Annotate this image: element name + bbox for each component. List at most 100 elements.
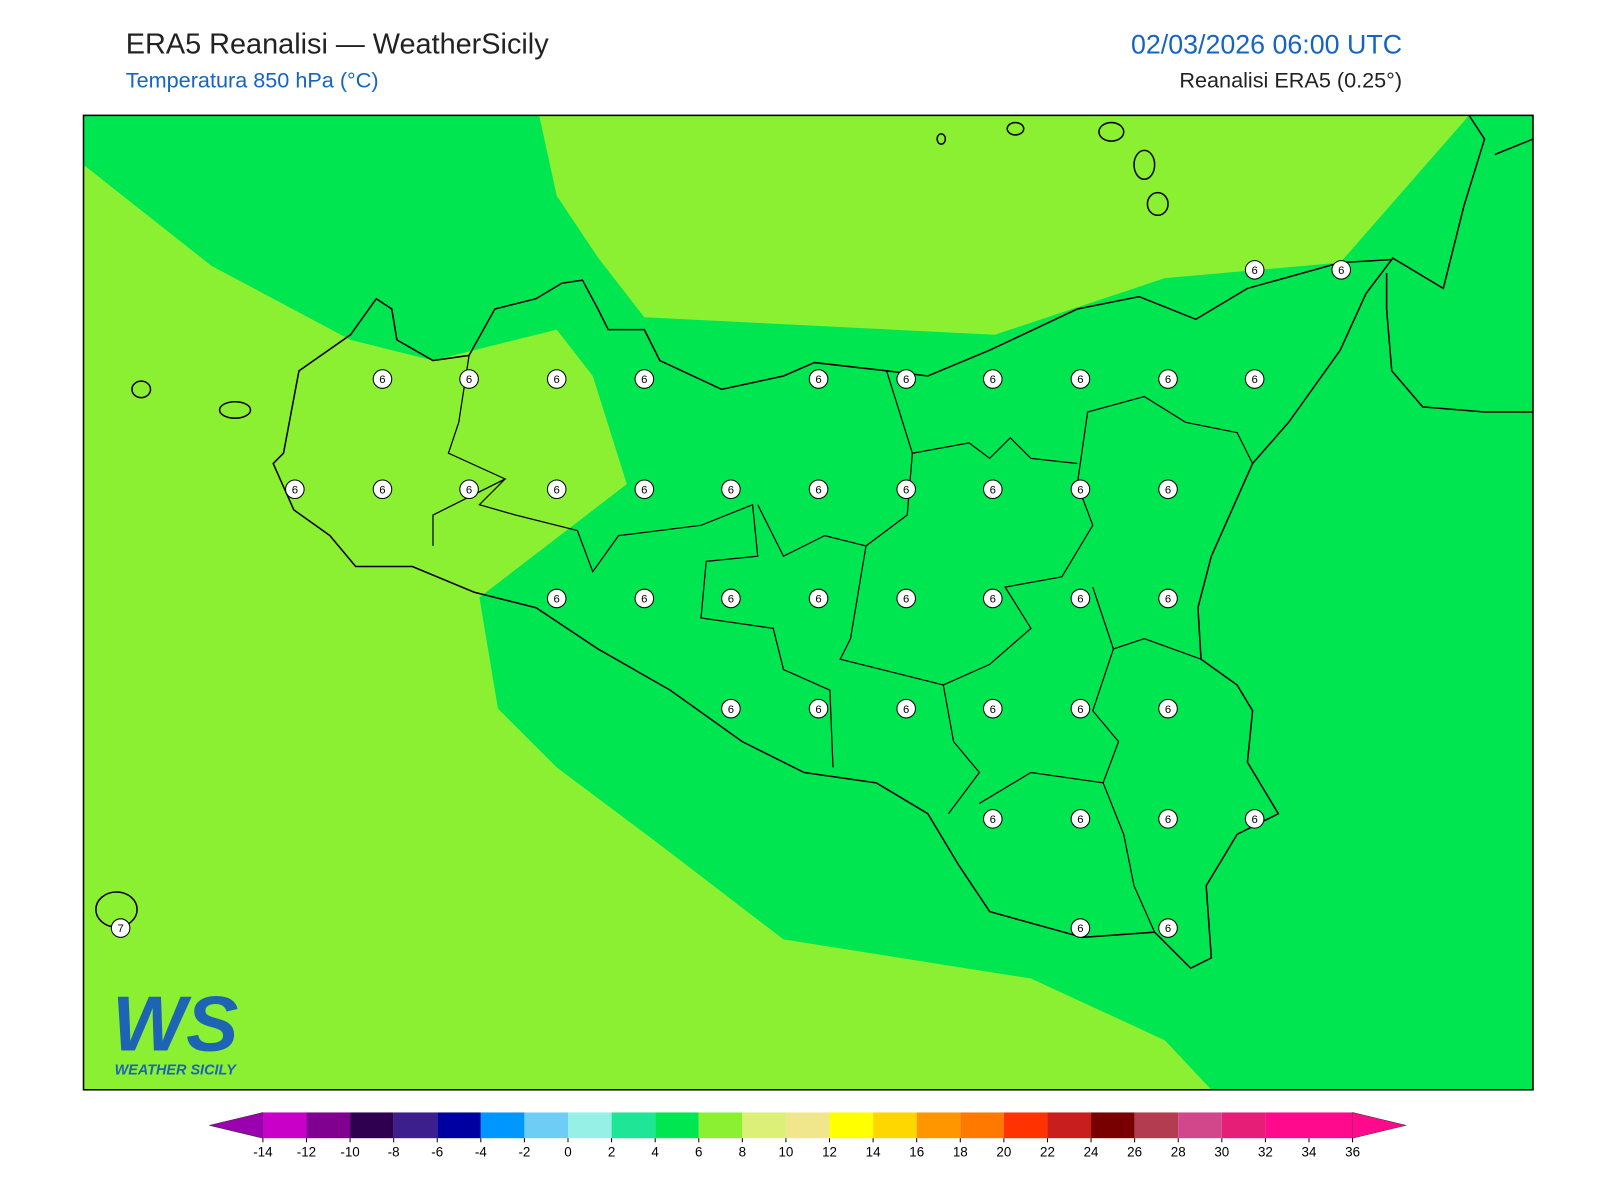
- station-marker: [1331, 260, 1352, 280]
- colorbar-bin: [1221, 1112, 1266, 1139]
- station-marker: [896, 588, 916, 609]
- colorbar-bin: [960, 1112, 1004, 1139]
- station-marker: [1070, 369, 1091, 389]
- station-marker: [1158, 369, 1178, 389]
- colorbar-bin: [306, 1112, 351, 1139]
- station-value: 6: [990, 374, 996, 386]
- colorbar-bin: [1178, 1112, 1222, 1139]
- station-marker: [546, 588, 567, 609]
- station-value: 6: [1077, 594, 1083, 606]
- station-marker: [1158, 809, 1178, 829]
- station-value: 6: [815, 704, 821, 716]
- station-value: 6: [815, 484, 821, 496]
- field-dark: [83, 115, 1533, 1090]
- station-marker: [459, 479, 479, 500]
- colorbar-bin: [1003, 1112, 1048, 1139]
- colorbar-bin: [916, 1112, 961, 1139]
- colorbar-bin: [655, 1112, 699, 1139]
- station-marker: [982, 588, 1003, 609]
- station-value: 6: [815, 374, 821, 386]
- colorbar-tick-label: 4: [651, 1145, 659, 1160]
- colorbar-tick-label: -2: [518, 1145, 530, 1160]
- colorbar: -14 -12 -10 -8 -6 -4 -2 0 2 4 6 8 10 12 14 16 18 20 22 24 26…: [209, 1112, 1407, 1160]
- colorbar-tick-label: 6: [695, 1145, 702, 1160]
- title: ERA5 Reanalisi — WeatherSicily: [126, 29, 549, 61]
- colorbar-bin: [829, 1112, 874, 1139]
- station-marker: [1244, 260, 1265, 280]
- station-marker: [896, 369, 916, 389]
- colorbar-tick-label: 8: [739, 1145, 746, 1160]
- station-marker: [982, 479, 1003, 500]
- station-value: 6: [466, 484, 472, 496]
- island: [1133, 149, 1156, 180]
- station-value: 6: [554, 594, 560, 606]
- colorbar-tick-label: 30: [1214, 1145, 1229, 1160]
- colorbar-tick-label: 12: [822, 1145, 837, 1160]
- station-marker: [1158, 479, 1178, 500]
- colorbar-tick-label: 34: [1302, 1145, 1317, 1160]
- station-value: 6: [815, 594, 821, 606]
- province-borders: [432, 355, 1254, 933]
- colorbar-tick-label: -4: [475, 1145, 487, 1160]
- colorbar-bin: [698, 1112, 743, 1139]
- colorbar-bin: [393, 1112, 438, 1139]
- colorbar-bin: [1265, 1112, 1309, 1139]
- calabria-coast: [1385, 114, 1534, 413]
- station-value: 6: [1165, 594, 1171, 606]
- station-marker: [896, 698, 916, 719]
- station-value: 6: [1165, 814, 1171, 826]
- station-marker: [546, 479, 567, 500]
- island: [1146, 191, 1169, 217]
- colorbar-tick-label: 20: [996, 1145, 1011, 1160]
- station-value: 6: [466, 374, 472, 386]
- colorbar-bin: [262, 1112, 307, 1139]
- colorbar-tick-label: -8: [388, 1145, 400, 1160]
- station-marker: [285, 479, 305, 500]
- station-marker: [1158, 698, 1178, 719]
- station-value: 6: [1077, 374, 1083, 386]
- subtitle: Temperatura 850 hPa (°C): [126, 68, 379, 93]
- colorbar-bin: [437, 1112, 481, 1139]
- station-marker: [1244, 369, 1265, 389]
- station-marker: [1070, 918, 1091, 938]
- station-value: 6: [1077, 814, 1083, 826]
- station-value: 6: [1251, 374, 1257, 386]
- station-marker: [1158, 918, 1178, 938]
- station-value: 6: [903, 704, 909, 716]
- station-marker: [982, 369, 1003, 389]
- station-value: 6: [1077, 704, 1083, 716]
- station-value: 6: [554, 484, 560, 496]
- station-value: 6: [379, 484, 385, 496]
- colorbar-bin: [1134, 1112, 1179, 1139]
- island: [131, 380, 152, 399]
- station-value: 6: [990, 704, 996, 716]
- station-marker: [634, 588, 655, 609]
- colorbar-tick-label: 14: [866, 1145, 881, 1160]
- station-marker: [372, 479, 393, 500]
- colorbar-tick-label: 26: [1127, 1145, 1142, 1160]
- station-marker: [1070, 698, 1091, 719]
- station-marker: [721, 479, 741, 500]
- station-value: 6: [1165, 374, 1171, 386]
- colorbar-over: [1352, 1112, 1407, 1139]
- station-marker: [634, 369, 655, 389]
- station-value: 6: [1077, 923, 1083, 935]
- station-marker: [1070, 479, 1091, 500]
- colorbar-tick-label: 36: [1345, 1145, 1360, 1160]
- station-marker: [808, 698, 829, 719]
- colorbar-tick-label: 16: [909, 1145, 924, 1160]
- station-value: 6: [990, 814, 996, 826]
- station-value: 6: [1165, 484, 1171, 496]
- colorbar-tick-label: 2: [608, 1145, 615, 1160]
- station-value: 6: [903, 594, 909, 606]
- station-marker: [110, 918, 131, 938]
- island: [936, 133, 947, 145]
- station-marker: [896, 479, 916, 500]
- station-marker: [721, 698, 741, 719]
- datetime: 02/03/2026 06:00 UTC: [1131, 30, 1402, 60]
- station-marker: [546, 369, 567, 389]
- station-marker: [634, 479, 655, 500]
- island: [1098, 121, 1125, 142]
